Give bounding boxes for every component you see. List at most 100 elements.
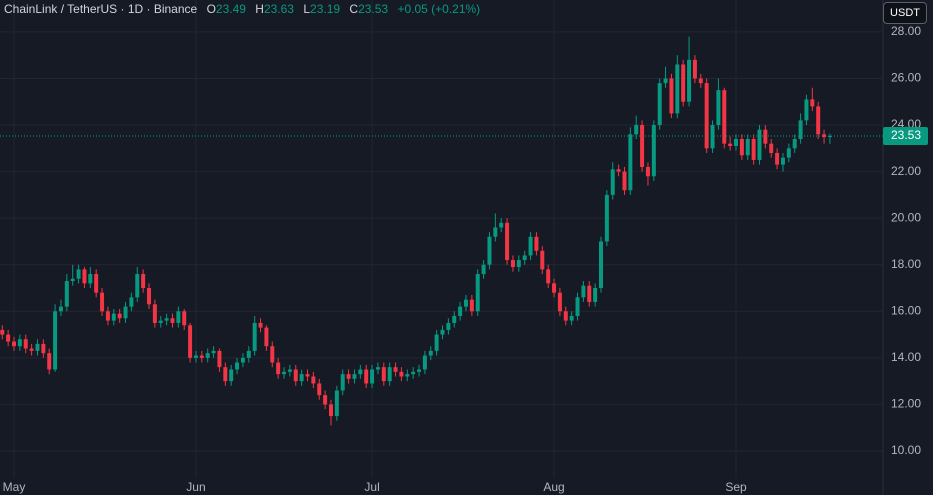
candle-body [681,64,686,102]
candle-body [287,369,292,372]
candle-body [516,260,521,268]
candle-body [282,371,287,375]
candle-body [499,222,504,228]
candle-body [528,236,533,256]
candle-body [510,260,515,268]
candle-body [534,236,539,251]
x-tick-label: May [3,480,26,494]
candle-body [188,325,193,358]
candle-body [763,129,768,144]
candle-body [634,125,639,135]
candle-body [35,343,40,351]
candle-body [111,313,116,321]
candle-body [411,371,416,375]
candle-body [481,264,486,275]
candle-body [810,99,815,107]
candle-body [393,367,398,372]
candle-body [346,374,351,379]
candle-body [540,250,545,270]
candle-body [276,362,281,375]
change: +0.05 (+0.21%) [397,2,481,16]
candle-body [88,274,93,284]
ohlc-key: C [349,2,359,16]
y-tick-label: 14.00 [891,350,921,364]
currency-button[interactable]: USDT [883,2,927,24]
candle-body [94,274,99,293]
candle-body [12,341,16,347]
candle-body [827,135,832,137]
candle-body [452,315,457,323]
y-tick-label: 28.00 [891,24,921,38]
candle-body [804,99,809,121]
candle-body [745,138,750,156]
ohlc-value: 23.63 [263,2,294,16]
candle-body [340,374,345,391]
candle-body [475,274,480,312]
candle-body [29,348,34,351]
ohlc-value: 23.19 [310,2,341,16]
y-tick-label: 10.00 [891,443,921,457]
candle-body [798,120,803,139]
candle-body [170,318,175,323]
candle-body [23,339,28,349]
ohlc-value: 23.49 [215,2,246,16]
y-tick-label: 16.00 [891,303,921,317]
candle-body [41,343,46,354]
candle-body [698,78,703,84]
candle-body [463,299,468,307]
candle-body [645,166,650,177]
candle-body [223,367,228,382]
candle-body [152,304,157,323]
candle-body [399,371,404,377]
candle-body [610,169,615,195]
candle-body [751,138,756,160]
candle-body [587,285,592,302]
x-tick-label: Jun [186,480,205,494]
candle-body [235,362,240,370]
candle-body [616,169,621,172]
candle-body [141,274,146,289]
candle-body [387,367,392,382]
candle-body [757,129,762,160]
candle-body [47,353,52,370]
candle-body [628,134,633,191]
candle-body [704,83,709,149]
candle-body [270,346,275,363]
candle-body [205,353,210,358]
candle-body [546,269,551,284]
candle-body [792,138,797,149]
candle-body [593,288,598,302]
candle-body [563,311,568,321]
candle-body [716,90,721,126]
candle-body [317,383,322,396]
candle-body [370,369,375,384]
candle-body [64,281,69,307]
candle-body [405,374,410,377]
candle-body [293,369,298,382]
candle-body [158,320,163,323]
y-tick-label: 26.00 [891,71,921,85]
candle-body [305,374,310,377]
candle-body [229,369,234,382]
symbol-title: ChainLink / TetherUS · 1D · Binance [4,2,198,16]
candle-body [328,404,333,417]
candle-body [199,355,204,358]
candle-body [417,369,422,372]
x-tick-label: Jul [364,480,379,494]
candle-body [722,90,727,144]
candle-body [381,367,386,382]
candle-body [651,125,656,177]
candle-body [364,369,369,384]
candle-body [581,285,586,298]
candle-body [193,355,198,358]
candle-body [422,355,427,370]
ohlc-value: 23.53 [358,2,389,16]
candle-body [780,157,785,165]
candle-body [123,306,128,319]
candle-body [493,227,498,237]
candle-body [129,297,134,307]
candle-body [76,269,81,279]
candle-body [557,292,562,312]
candle-body [822,134,827,138]
